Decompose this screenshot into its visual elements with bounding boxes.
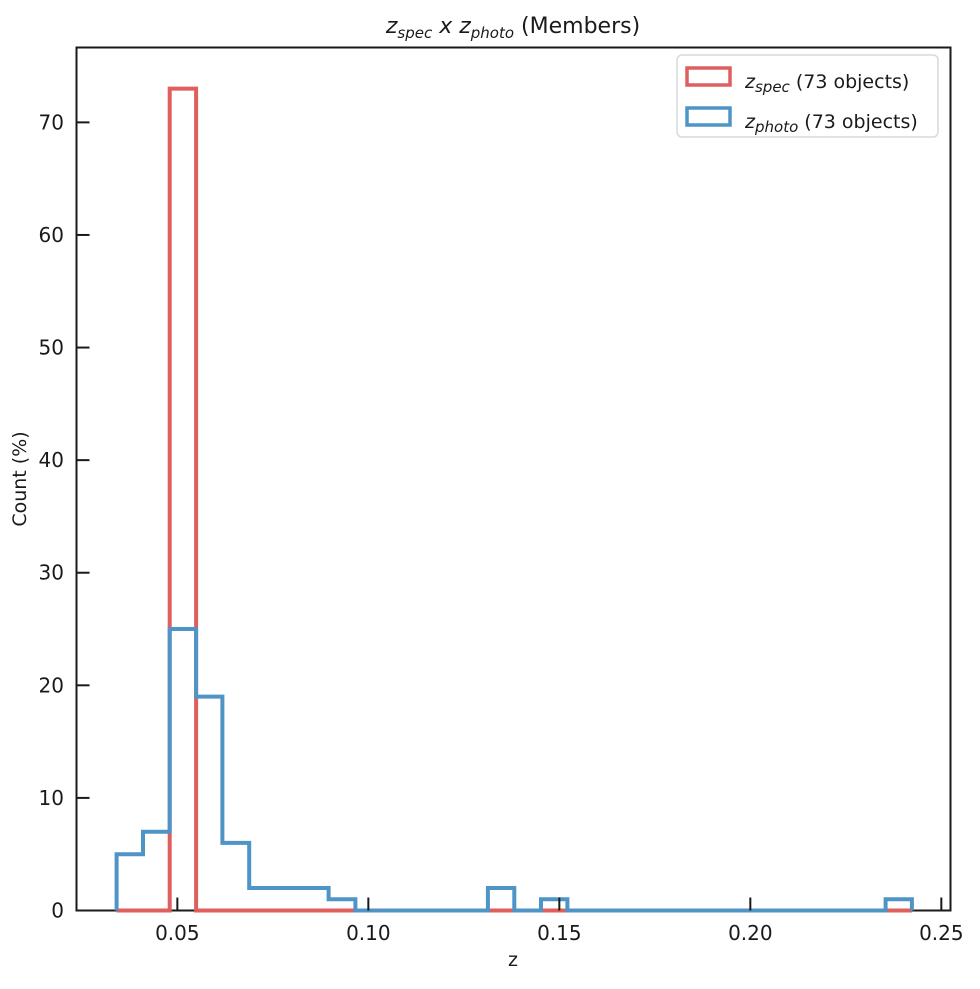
axis-ticks-layer: 0.05 0.10 0.15 0.20 0.25 0 10 20 30 40 50 60 70	[39, 110, 964, 945]
plot-area	[75, 46, 952, 913]
legend-label-zphoto: zphoto (73 objects)	[744, 111, 918, 136]
zspec-histogram-line	[116, 86, 912, 913]
legend-zspec-sub: spec	[755, 78, 791, 96]
x-tick-label: 0.20	[728, 921, 773, 945]
x-tick-label: 0.10	[346, 921, 391, 945]
chart-title: zspec x zphoto (Members)	[385, 14, 640, 42]
y-tick-label: 0	[51, 899, 64, 923]
legend-zspec-z: z	[744, 71, 756, 93]
x-tick-label: 0.15	[537, 921, 582, 945]
zphoto-histogram-line	[114, 627, 914, 913]
y-tick-label: 10	[39, 786, 64, 810]
title-suffix: (Members)	[514, 14, 640, 39]
legend-zspec-rest: (73 objects)	[790, 71, 910, 93]
plot-frame	[75, 46, 952, 912]
y-tick-label: 60	[39, 223, 64, 247]
legend-swatch-zspec	[685, 66, 732, 87]
title-z2: z	[458, 14, 471, 39]
title-z1: z	[385, 14, 398, 39]
y-axis-label: Count (%)	[9, 431, 31, 526]
y-tick-label: 70	[39, 110, 64, 134]
x-axis-label: z	[508, 949, 518, 971]
x-tick-label: 0.05	[155, 921, 200, 945]
legend-label-zspec: zspec (73 objects)	[744, 71, 909, 96]
legend-zphoto-rest: (73 objects)	[798, 111, 918, 133]
y-tick-label: 40	[39, 448, 64, 472]
x-tick-label: 0.25	[919, 921, 964, 945]
title-sub2: photo	[470, 24, 514, 42]
title-mid: x	[432, 14, 459, 39]
legend-swatch-zphoto	[685, 106, 732, 127]
legend-zphoto-z: z	[744, 111, 756, 133]
y-tick-label: 30	[39, 561, 64, 585]
y-tick-label: 20	[39, 673, 64, 697]
legend-zphoto-sub: photo	[754, 118, 798, 136]
legend-box	[676, 54, 939, 138]
legend: zspec (73 objects) zphoto (73 objects)	[676, 54, 939, 138]
y-tick-label: 50	[39, 336, 64, 360]
title-sub1: spec	[397, 24, 433, 42]
